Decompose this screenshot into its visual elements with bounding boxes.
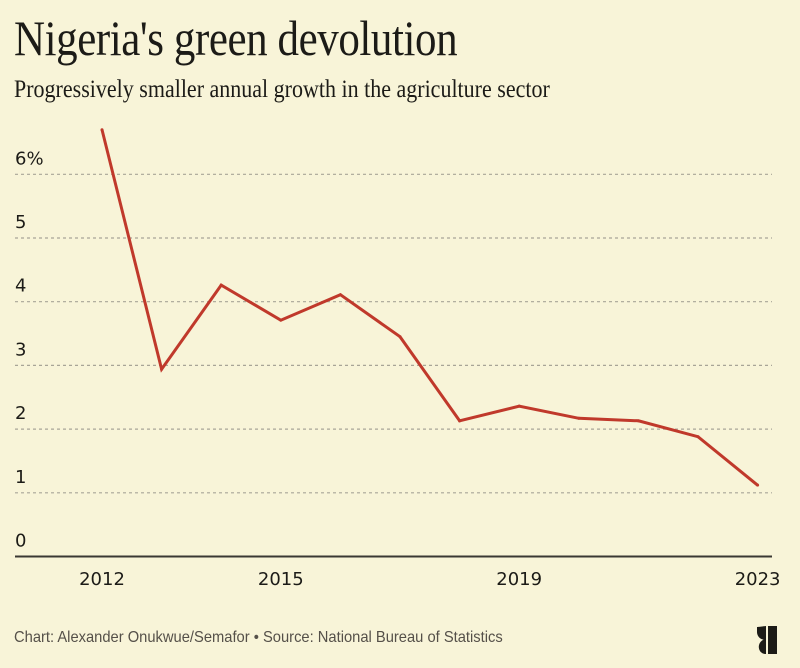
data-point — [338, 293, 342, 297]
x-tick-label: 2015 — [258, 569, 304, 590]
y-tick-label: 0 — [15, 531, 26, 552]
data-point — [756, 483, 760, 487]
y-tick-label: 1 — [15, 467, 26, 488]
semafor-logo-icon — [757, 626, 777, 654]
series-line — [100, 129, 759, 487]
x-tick-label: 2012 — [79, 569, 125, 590]
gridlines — [15, 173, 772, 494]
chart-subtitle: Progressively smaller annual growth in t… — [14, 76, 550, 103]
series-layer — [100, 128, 760, 487]
data-point — [100, 128, 104, 132]
x-tick-label: 2019 — [496, 569, 542, 590]
x-tick-label: 2023 — [735, 569, 781, 590]
data-point — [517, 404, 521, 408]
y-tick-label: 2 — [15, 403, 26, 424]
data-point — [160, 367, 164, 371]
y-tick-label: 3 — [15, 339, 26, 360]
line-chart: 0 1 2 3 4 5 6% 2012 2015 2019 2023 — [15, 128, 781, 590]
data-point — [398, 335, 402, 339]
y-tick-label: 5 — [15, 212, 26, 233]
chart-title: Nigeria's green devolution — [14, 10, 458, 66]
data-point — [636, 419, 640, 423]
data-point — [696, 435, 700, 439]
y-tick-label: 6% — [15, 148, 44, 169]
y-tick-label: 4 — [15, 276, 26, 297]
y-axis-labels: 0 1 2 3 4 5 6% — [15, 148, 44, 551]
x-axis-labels: 2012 2015 2019 2023 — [79, 569, 780, 590]
data-point — [577, 416, 581, 420]
data-point — [279, 318, 283, 322]
data-point — [458, 419, 462, 423]
data-point — [219, 283, 223, 287]
footer-credit: Chart: Alexander Onukwue/Semafor • Sourc… — [14, 629, 503, 646]
